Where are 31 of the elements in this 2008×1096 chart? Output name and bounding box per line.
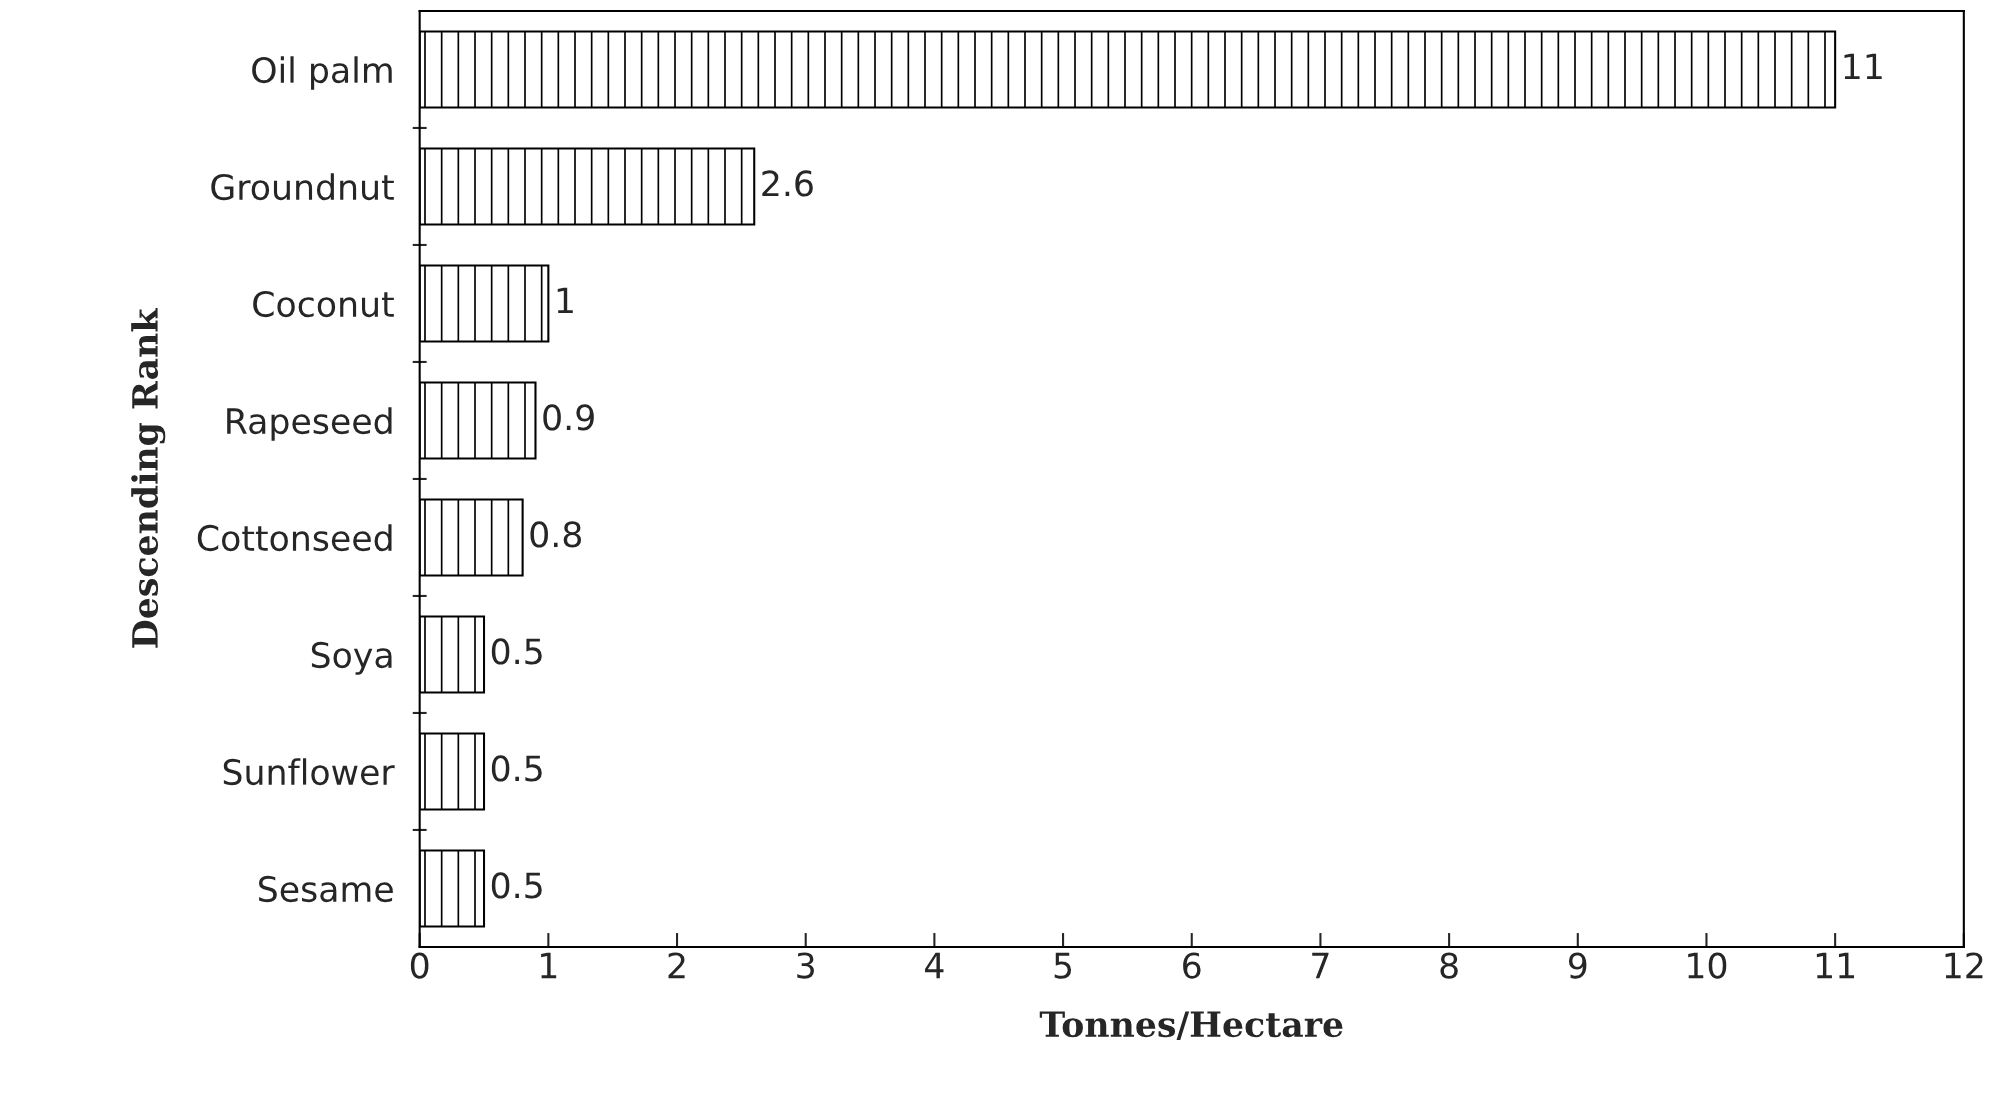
x-tick-label: 6 bbox=[1183, 952, 1201, 979]
data-label: 11 bbox=[1844, 53, 1882, 80]
x-tick-label: 9 bbox=[1568, 952, 1587, 979]
x-tick-label: 5 bbox=[1054, 952, 1072, 979]
x-tick-label: 10 bbox=[1688, 952, 1727, 979]
data-label: 1 bbox=[557, 287, 573, 314]
y-tick-label: Soya bbox=[311, 641, 392, 675]
x-tick-label: 12 bbox=[1945, 952, 1983, 979]
y-tick-label: Rapeseed bbox=[227, 407, 392, 441]
x-axis-title: Tonnes/Hectare bbox=[1039, 1011, 1343, 1041]
x-tick-label: 4 bbox=[925, 952, 944, 979]
data-label: 0.5 bbox=[491, 638, 542, 665]
x-tick-label: 2 bbox=[668, 952, 685, 979]
x-tick-label: 8 bbox=[1440, 952, 1458, 979]
x-tick-label: 3 bbox=[797, 952, 814, 979]
data-label: 0.9 bbox=[543, 404, 594, 431]
data-label: 0.8 bbox=[530, 521, 582, 548]
data-label: 0.5 bbox=[491, 755, 542, 782]
data-label: 0.5 bbox=[491, 872, 542, 899]
y-tick-label: Oil palm bbox=[252, 56, 392, 90]
x-tick-label: 0 bbox=[410, 952, 429, 979]
y-tick-label: Groundnut bbox=[211, 173, 394, 201]
x-tick-label: 7 bbox=[1312, 952, 1329, 979]
x-tick-label: 11 bbox=[1816, 952, 1855, 979]
data-label: 2.6 bbox=[762, 170, 813, 197]
y-tick-label: Coconut bbox=[253, 290, 394, 318]
y-tick-label: Cottonseed bbox=[197, 524, 392, 552]
x-tick-label: 1 bbox=[541, 952, 557, 979]
y-axis-title: Descending Rank bbox=[131, 307, 166, 648]
y-tick-label: Sesame bbox=[259, 875, 393, 903]
y-tick-label: Sunflower bbox=[223, 758, 395, 786]
